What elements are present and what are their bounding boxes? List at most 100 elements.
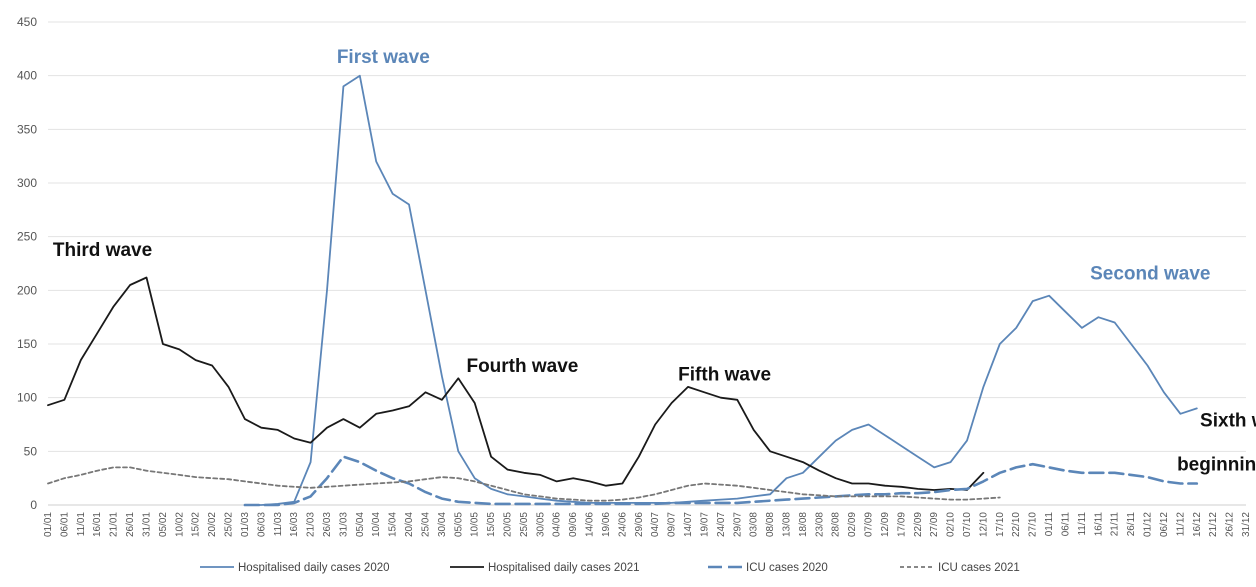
x-tick-label: 26/01 xyxy=(125,512,136,537)
x-tick-label: 16/11 xyxy=(1093,512,1104,537)
y-tick-label: 350 xyxy=(17,122,37,136)
legend-label: Hospitalised daily cases 2020 xyxy=(238,562,390,574)
x-tick-label: 01/11 xyxy=(1044,512,1055,537)
x-tick-label: 20/04 xyxy=(404,512,415,537)
x-tick-label: 21/01 xyxy=(109,512,120,537)
x-tick-label: 26/03 xyxy=(322,512,333,537)
x-tick-label: 22/10 xyxy=(1011,512,1022,537)
x-tick-label: 25/05 xyxy=(519,512,530,537)
x-tick-label: 11/12 xyxy=(1175,512,1186,537)
x-tick-label: 17/09 xyxy=(896,512,907,537)
series-line-1 xyxy=(47,276,985,491)
legend-label: ICU cases 2020 xyxy=(746,562,828,574)
x-tick-label: 17/10 xyxy=(995,512,1006,537)
x-tick-label: 31/01 xyxy=(141,512,152,537)
x-tick-label: 26/11 xyxy=(1126,512,1137,537)
x-tick-label: 06/12 xyxy=(1159,512,1170,537)
x-axis-ticks: 01/01 06/01 11/01 16/01 21/01 26/01 31/01 05/02… xyxy=(43,512,1252,537)
x-tick-label: 04/06 xyxy=(552,512,563,537)
legend: Hospitalised daily cases 2020 Hospitalise… xyxy=(200,562,1020,574)
x-tick-label: 05/05 xyxy=(453,512,464,537)
wave-annotation: Sixth wave xyxy=(1200,411,1256,432)
x-tick-label: 31/03 xyxy=(338,512,349,537)
x-tick-label: 11/03 xyxy=(273,512,284,537)
series-line-0 xyxy=(243,74,1198,506)
x-tick-label: 16/01 xyxy=(92,512,103,537)
x-tick-label: 06/11 xyxy=(1060,512,1071,537)
legend-label: ICU cases 2021 xyxy=(938,562,1020,574)
x-tick-label: 14/06 xyxy=(585,512,596,537)
x-tick-label: 25/02 xyxy=(224,512,235,537)
x-tick-label: 16/12 xyxy=(1192,512,1203,537)
wave-annotation: Third wave xyxy=(53,240,152,261)
x-tick-label: 18/08 xyxy=(798,512,809,537)
y-tick-label: 300 xyxy=(17,176,37,190)
x-tick-label: 07/09 xyxy=(864,512,875,537)
x-tick-label: 01/12 xyxy=(1143,512,1154,537)
x-tick-label: 02/09 xyxy=(847,512,858,537)
x-tick-label: 24/07 xyxy=(716,512,727,537)
x-tick-label: 01/01 xyxy=(43,512,54,537)
y-tick-label: 50 xyxy=(24,444,38,458)
x-tick-label: 30/04 xyxy=(437,512,448,537)
x-tick-label: 02/10 xyxy=(946,512,957,537)
wave-annotations: First wave Third wave Fourth wave Fifth wav… xyxy=(53,47,1256,476)
x-tick-label: 21/11 xyxy=(1110,512,1121,537)
y-tick-label: 250 xyxy=(17,230,37,244)
y-tick-label: 450 xyxy=(17,15,37,29)
wave-annotation: First wave xyxy=(337,47,430,68)
x-tick-label: 15/02 xyxy=(191,512,202,537)
x-tick-label: 21/03 xyxy=(306,512,317,537)
x-tick-label: 29/07 xyxy=(732,512,743,537)
x-tick-label: 04/07 xyxy=(650,512,661,537)
x-tick-label: 11/11 xyxy=(1077,512,1088,536)
series-line-2 xyxy=(243,455,1199,507)
x-tick-label: 25/04 xyxy=(420,512,431,537)
y-tick-label: 150 xyxy=(17,337,37,351)
x-tick-label: 23/08 xyxy=(814,512,825,537)
gridlines xyxy=(48,21,1246,506)
x-tick-label: 20/02 xyxy=(207,512,218,537)
x-tick-label: 14/07 xyxy=(683,512,694,537)
x-tick-label: 27/10 xyxy=(1028,512,1039,537)
x-tick-label: 03/08 xyxy=(749,512,760,537)
wave-annotation: Second wave xyxy=(1090,264,1210,285)
x-tick-label: 10/02 xyxy=(174,512,185,537)
x-tick-label: 31/12 xyxy=(1241,512,1252,537)
x-tick-label: 20/05 xyxy=(503,512,514,537)
x-tick-label: 08/08 xyxy=(765,512,776,537)
x-tick-label: 07/10 xyxy=(962,512,973,537)
wave-annotation: Fourth wave xyxy=(466,356,578,377)
wave-annotation: Fifth wave xyxy=(678,364,771,385)
x-tick-label: 09/06 xyxy=(568,512,579,537)
x-tick-label: 01/03 xyxy=(240,512,251,537)
x-tick-label: 15/05 xyxy=(486,512,497,537)
y-tick-label: 200 xyxy=(17,283,37,297)
x-tick-label: 26/12 xyxy=(1225,512,1236,537)
legend-label: Hospitalised daily cases 2021 xyxy=(488,562,640,574)
x-tick-label: 19/07 xyxy=(699,512,710,537)
x-tick-label: 21/12 xyxy=(1208,512,1219,537)
series-line-3 xyxy=(47,466,1001,502)
x-tick-label: 10/05 xyxy=(470,512,481,537)
x-tick-label: 11/01 xyxy=(76,512,87,537)
x-tick-label: 09/07 xyxy=(667,512,678,537)
x-tick-label: 19/06 xyxy=(601,512,612,537)
y-tick-label: 400 xyxy=(17,69,37,83)
x-tick-label: 16/03 xyxy=(289,512,300,537)
x-tick-label: 05/04 xyxy=(355,512,366,537)
wave-annotation: beginning xyxy=(1177,455,1256,476)
x-tick-label: 29/06 xyxy=(634,512,645,537)
x-tick-label: 05/02 xyxy=(158,512,169,537)
x-tick-label: 28/08 xyxy=(831,512,842,537)
x-tick-label: 12/09 xyxy=(880,512,891,537)
x-tick-label: 22/09 xyxy=(913,512,924,537)
y-tick-label: 100 xyxy=(17,391,37,405)
x-tick-label: 06/03 xyxy=(256,512,267,537)
x-tick-label: 06/01 xyxy=(59,512,70,537)
x-tick-label: 12/10 xyxy=(978,512,989,537)
x-tick-label: 15/04 xyxy=(388,512,399,537)
x-tick-label: 10/04 xyxy=(371,512,382,537)
